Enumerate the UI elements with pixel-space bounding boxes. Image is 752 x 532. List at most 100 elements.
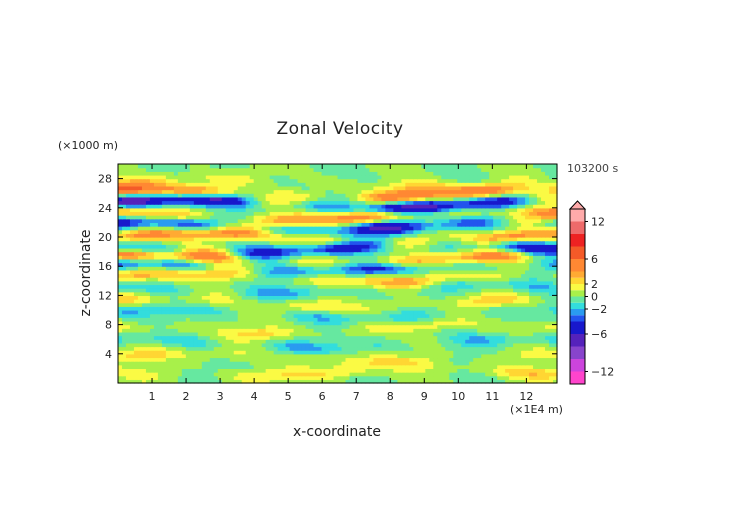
heatmap-cell [493,295,498,300]
heatmap-cell [441,302,446,307]
heatmap-cell [453,229,458,234]
heatmap-cell [273,233,279,238]
heatmap-cell [421,291,426,296]
heatmap-cell [353,346,359,351]
heatmap-cell [457,222,462,227]
heatmap-cell [465,288,470,293]
heatmap-cell [309,335,315,340]
heatmap-cell [305,222,311,227]
heatmap-cell [545,306,550,311]
heatmap-cell [513,240,518,245]
heatmap-cell [441,353,446,359]
heatmap-cell [497,353,502,359]
heatmap-cell [345,324,351,329]
heatmap-cell [513,368,518,373]
heatmap-cell [381,266,386,271]
heatmap-cell [381,306,386,311]
heatmap-cell [241,266,247,271]
heatmap-cell [265,335,271,340]
heatmap-cell [389,244,394,249]
heatmap-cell [213,262,219,267]
heatmap-cell [457,331,462,337]
heatmap-cell [425,291,430,296]
heatmap-cell [133,357,139,362]
heatmap-cell [341,251,347,256]
heatmap-cell [513,313,518,318]
heatmap-cell [309,244,315,249]
heatmap-cell [349,302,355,307]
heatmap-cell [189,317,195,322]
heatmap-cell [477,379,482,384]
heatmap-cell [529,353,534,359]
heatmap-cell [465,284,470,289]
heatmap-cell [429,226,434,231]
heatmap-cell [277,244,283,249]
heatmap-cell [489,310,494,315]
heatmap-cell [149,346,155,351]
heatmap-cell [141,251,147,256]
heatmap-cell [505,262,510,267]
heatmap-cell [129,375,135,380]
heatmap-cell [393,269,398,275]
heatmap-cell [393,364,398,369]
heatmap-cell [477,251,482,256]
heatmap-cell [309,218,315,223]
heatmap-cell [293,342,299,348]
heatmap-cell [537,346,542,351]
heatmap-cell [545,273,550,278]
heatmap-cell [213,222,219,227]
heatmap-cell [433,299,438,304]
heatmap-cell [309,247,315,253]
heatmap-cell [549,302,554,307]
heatmap-cell [509,353,514,359]
heatmap-cell [201,280,207,286]
heatmap-cell [189,295,195,300]
heatmap-cell [349,364,355,369]
heatmap-cell [469,222,474,227]
heatmap-cell [465,324,470,329]
heatmap-cell [269,368,275,373]
heatmap-cell [321,350,327,355]
heatmap-cell [409,233,414,238]
heatmap-cell [409,331,414,337]
heatmap-cell [293,262,299,267]
heatmap-cell [177,258,183,264]
heatmap-cell [389,255,394,260]
heatmap-cell [429,291,434,296]
heatmap-cell [121,258,127,264]
heatmap-cell [397,346,402,351]
heatmap-cell [501,346,506,351]
heatmap-cell [197,372,203,377]
heatmap-cell [137,368,143,373]
heatmap-cell [513,291,518,296]
heatmap-cell [389,372,394,377]
heatmap-cell [137,266,143,271]
heatmap-cell [513,266,518,271]
heatmap-cell [325,251,331,256]
heatmap-cell [361,240,367,245]
heatmap-cell [233,218,239,223]
heatmap-cell [537,222,542,227]
heatmap-cell [481,320,486,326]
heatmap-cell [509,310,514,315]
heatmap-cell [185,244,191,249]
heatmap-cell [249,339,255,344]
heatmap-cell [249,244,255,249]
heatmap-cell [217,342,223,348]
heatmap-cell [201,339,207,344]
heatmap-cell [217,324,223,329]
heatmap-cell [477,273,482,278]
heatmap-cell [118,331,123,337]
heatmap-cell [257,266,263,271]
heatmap-cell [453,299,458,304]
heatmap-cell [361,335,367,340]
heatmap-cell [521,258,526,264]
heatmap-cell [189,226,195,231]
heatmap-cell [493,226,498,231]
heatmap-cell [165,233,171,238]
heatmap-cell [313,372,319,377]
heatmap-cell [485,313,490,318]
heatmap-cell [509,273,514,278]
heatmap-cell [513,284,518,289]
heatmap-cell [349,251,355,256]
